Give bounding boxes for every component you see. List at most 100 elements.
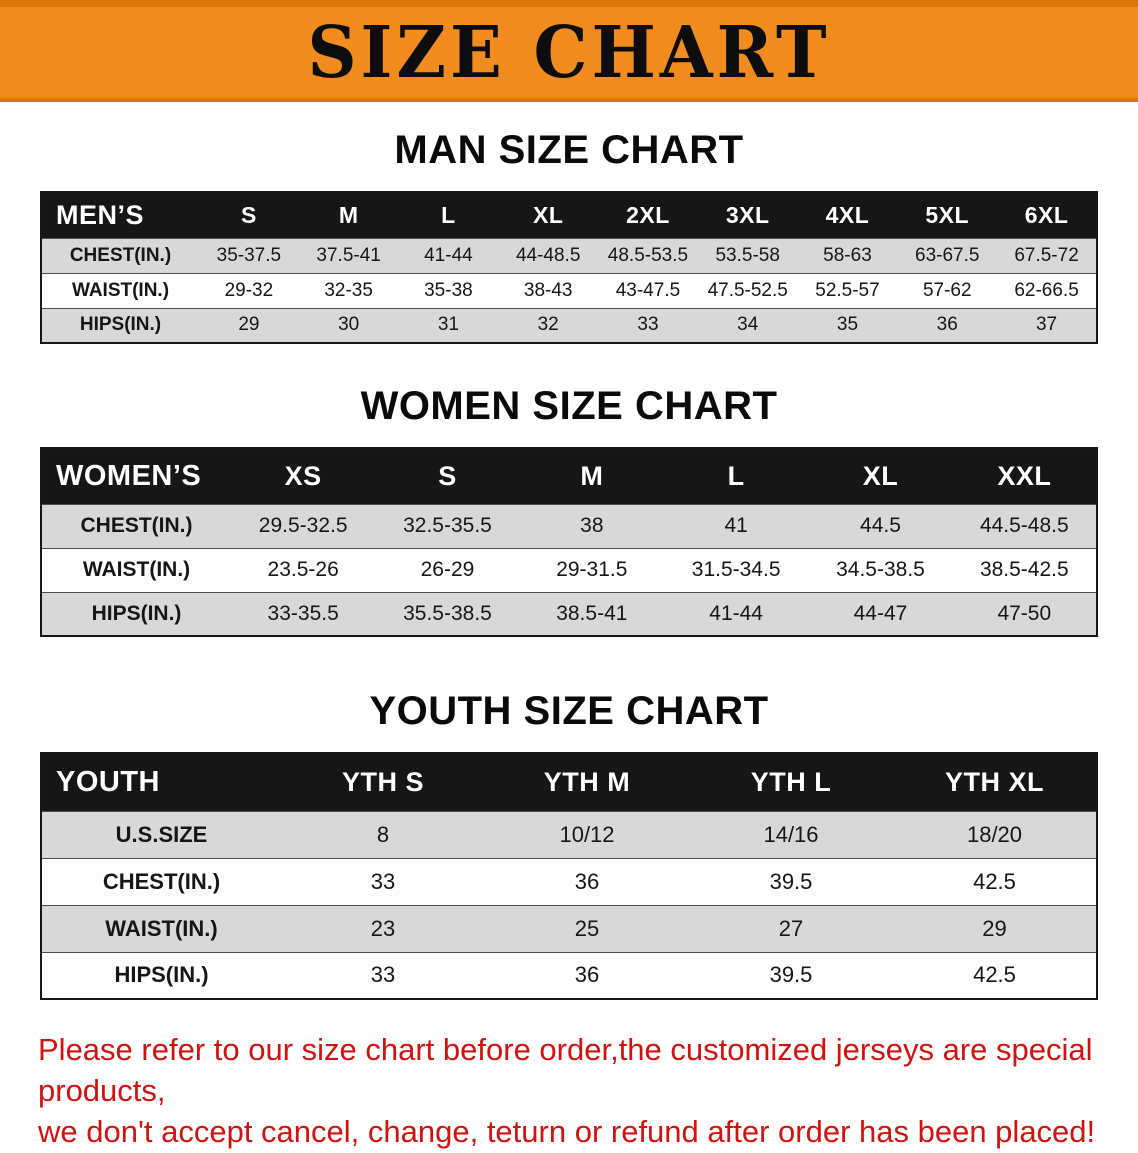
size-value-cell: 35 — [836, 314, 859, 336]
size-value-cell: 39.5 — [769, 962, 813, 988]
size-value-cell: 29 — [238, 314, 260, 336]
table-title: MEN’S — [41, 192, 199, 238]
size-value-cell: 29-31.5 — [556, 558, 628, 581]
size-value-cell: 33-35.5 — [267, 601, 339, 625]
size-value-cell: 10/12 — [559, 821, 615, 847]
column-header: XL — [498, 192, 599, 238]
size-value-cell: 44.5 — [860, 514, 901, 537]
size-value-cell: 48.5-53.5 — [607, 244, 689, 266]
size-value-cell: 32.5-35.5 — [403, 514, 492, 537]
size-value-cell: 44-48.5 — [515, 244, 581, 266]
table-row: CHEST(IN.) 29.5-32.5 32.5-35.5 38 41 44.5 44.5… — [41, 504, 1097, 548]
column-header: YTH XL — [893, 753, 1097, 811]
table-row: HIPS(IN.) 33-35.5 35.5-38.5 38.5-41 41-44 44-… — [41, 592, 1097, 636]
column-header: YTH S — [281, 753, 485, 811]
size-value-cell: 57-62 — [922, 279, 972, 301]
size-value-cell: 47.5-52.5 — [707, 279, 788, 301]
size-value-cell: 14/16 — [763, 821, 819, 847]
row-label: CHEST(IN.) — [80, 514, 193, 537]
size-value-cell: 38.5-41 — [556, 601, 628, 625]
column-header: S — [199, 192, 299, 238]
size-value-cell: 41 — [724, 514, 748, 537]
table-header-row: MEN’S S M L XL 2XL 3XL 4XL 5XL 6XL — [41, 192, 1097, 238]
column-header: 6XL — [997, 192, 1097, 238]
size-value-cell: 63-67.5 — [915, 244, 980, 266]
size-chart-banner: SIZE CHART — [0, 0, 1138, 102]
size-value-cell: 38.5-42.5 — [979, 558, 1069, 581]
banner-title: SIZE CHART — [307, 10, 831, 95]
size-value-cell: 44-47 — [853, 601, 908, 625]
size-value-cell: 37.5-41 — [316, 244, 381, 266]
men-size-table: MEN’S S M L XL 2XL 3XL 4XL 5XL 6XL CHEST(IN.) 35-37… — [40, 191, 1098, 344]
size-value-cell: 30 — [338, 314, 360, 336]
footer-note: Please refer to our size chart before or… — [38, 1030, 1104, 1153]
size-value-cell: 52.5-57 — [815, 279, 880, 301]
women-size-table: WOMEN’S XS S M L XL XXL CHEST(IN.) 29.5-32.5 32.5… — [40, 447, 1098, 637]
column-header: YTH L — [689, 753, 893, 811]
size-value-cell: 36 — [574, 868, 600, 894]
column-header: YTH M — [485, 753, 689, 811]
size-value-cell: 39.5 — [769, 868, 813, 894]
column-header: XS — [231, 448, 376, 504]
size-value-cell: 23 — [370, 915, 396, 941]
table-row: U.S.SIZE 8 10/12 14/16 18/20 — [41, 811, 1097, 858]
table-title: YOUTH — [41, 753, 281, 811]
row-label: WAIST(IN.) — [82, 558, 191, 581]
size-value-cell: 32-35 — [324, 279, 373, 301]
section-women: WOMEN SIZE CHART WOMEN’S XS S M L XL XXL CHEST(… — [0, 384, 1138, 637]
size-value-cell: 32 — [537, 314, 559, 336]
size-value-cell: 34 — [737, 314, 759, 336]
size-value-cell: 37 — [1035, 314, 1058, 336]
youth-section-heading: YOUTH SIZE CHART — [369, 689, 769, 733]
size-value-cell: 38 — [580, 514, 604, 537]
row-label: HIPS(IN.) — [91, 601, 182, 625]
table-row: CHEST(IN.) 35-37.5 37.5-41 41-44 44-48.5 48.5… — [41, 238, 1097, 273]
table-row: WAIST(IN.) 23 25 27 29 — [41, 905, 1097, 952]
size-value-cell: 33 — [370, 868, 396, 894]
row-label: CHEST(IN.) — [102, 868, 221, 894]
size-value-cell: 53.5-58 — [715, 244, 780, 266]
size-value-cell: 67.5-72 — [1014, 244, 1079, 266]
size-value-cell: 23.5-26 — [267, 558, 339, 581]
size-value-cell: 34.5-38.5 — [836, 558, 925, 581]
size-value-cell: 31 — [437, 314, 459, 336]
table-row: HIPS(IN.) 33 36 39.5 42.5 — [41, 952, 1097, 999]
size-value-cell: 36 — [574, 962, 600, 988]
column-header: XXL — [952, 448, 1097, 504]
size-value-cell: 35-38 — [424, 279, 473, 301]
size-value-cell: 35-37.5 — [216, 244, 282, 266]
size-value-cell: 41-44 — [709, 601, 763, 625]
size-value-cell: 29.5-32.5 — [258, 514, 348, 537]
column-header: 5XL — [897, 192, 998, 238]
column-header: 4XL — [797, 192, 898, 238]
table-header-row: WOMEN’S XS S M L XL XXL — [41, 448, 1097, 504]
size-value-cell: 47-50 — [997, 601, 1052, 625]
column-header: 3XL — [697, 192, 798, 238]
column-header: M — [298, 192, 399, 238]
row-label: HIPS(IN.) — [79, 314, 162, 336]
table-header-row: YOUTH YTH S YTH M YTH L YTH XL — [41, 753, 1097, 811]
size-value-cell: 33 — [370, 962, 396, 988]
row-label: CHEST(IN.) — [69, 244, 172, 266]
size-value-cell: 35.5-38.5 — [403, 601, 492, 625]
men-section-heading: MAN SIZE CHART — [394, 128, 744, 172]
size-value-cell: 26-29 — [420, 558, 475, 581]
row-label: WAIST(IN.) — [71, 279, 170, 301]
size-value-cell: 43-47.5 — [615, 279, 681, 301]
column-header: L — [663, 448, 809, 504]
table-row: WAIST(IN.) 23.5-26 26-29 29-31.5 31.5-34.5 34… — [41, 548, 1097, 592]
size-value-cell: 31.5-34.5 — [691, 558, 781, 581]
size-value-cell: 58-63 — [823, 244, 872, 266]
table-row: HIPS(IN.) 29 30 31 32 33 34 35 36 37 — [41, 308, 1097, 343]
column-header: S — [375, 448, 520, 504]
table-title: WOMEN’S — [41, 448, 231, 504]
size-value-cell: 38-43 — [523, 279, 573, 301]
footer-line-1: Please refer to our size chart before or… — [38, 1032, 1093, 1108]
section-youth: YOUTH SIZE CHART YOUTH YTH S YTH M YTH L YTH… — [0, 689, 1138, 1000]
size-value-cell: 8 — [376, 821, 390, 847]
table-row: CHEST(IN.) 33 36 39.5 42.5 — [41, 858, 1097, 905]
column-header: L — [398, 192, 499, 238]
footer-line-2: we don't accept cancel, change, teturn o… — [38, 1113, 1096, 1149]
section-men: MAN SIZE CHART MEN’S S M L XL 2XL 3XL 4XL 5XL 6XL… — [0, 128, 1138, 344]
size-value-cell: 42.5 — [973, 962, 1016, 988]
